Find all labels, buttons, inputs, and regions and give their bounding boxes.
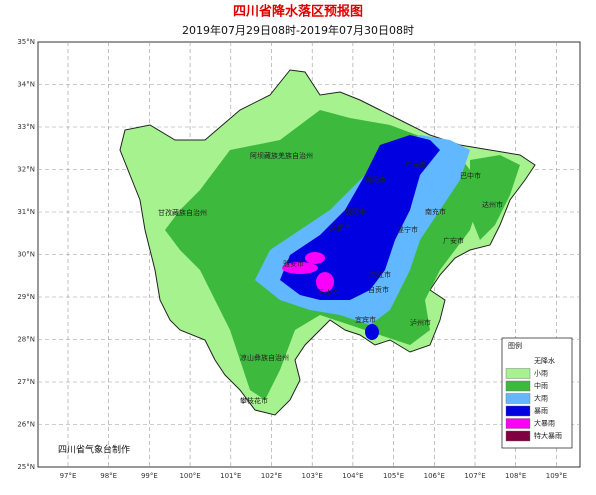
city-label: 凉山彝族自治州 bbox=[240, 353, 289, 362]
city-label: 宜宾市 bbox=[355, 315, 376, 324]
legend-swatch bbox=[505, 430, 531, 442]
province bbox=[119, 69, 536, 416]
lat-tick-label: 34°N bbox=[17, 81, 35, 89]
lat-tick-label: 32°N bbox=[17, 166, 35, 174]
legend-label: 大雨 bbox=[534, 394, 548, 403]
title: 四川省降水落区预报图 bbox=[233, 4, 363, 20]
lon-tick-label: 100°E bbox=[179, 472, 200, 480]
lon-tick-label: 104°E bbox=[342, 472, 363, 480]
legend-swatch bbox=[505, 380, 531, 392]
city-label: 广安市 bbox=[443, 236, 464, 245]
lon-tick-label: 107°E bbox=[464, 472, 485, 480]
city-label: 雅安市 bbox=[283, 259, 304, 268]
city-label: 阿坝藏族羌族自治州 bbox=[250, 151, 313, 160]
legend-swatch bbox=[506, 356, 530, 366]
city-label: 自贡市 bbox=[368, 285, 389, 294]
lon-tick-label: 103°E bbox=[302, 472, 323, 480]
lon-tick-label: 105°E bbox=[383, 472, 404, 480]
lat-tick-label: 25°N bbox=[17, 463, 35, 471]
lat-tick-label: 28°N bbox=[17, 336, 35, 344]
subtitle: 2019年07月29日08时-2019年07月30日08时 bbox=[182, 23, 414, 37]
city-label: 德阳市 bbox=[345, 207, 366, 216]
city-label: 广元市 bbox=[405, 160, 426, 169]
city-label: 攀枝花市 bbox=[240, 396, 268, 405]
lat-tick-label: 26°N bbox=[17, 421, 35, 429]
credit: 四川省气象台制作 bbox=[58, 444, 130, 456]
legend-label: 暴雨 bbox=[534, 407, 548, 415]
legend-label: 中雨 bbox=[534, 381, 548, 390]
legend-swatch bbox=[505, 418, 531, 429]
lat-tick-label: 27°N bbox=[17, 378, 35, 386]
lon-tick-label: 106°E bbox=[424, 472, 445, 480]
city-label: 巴中市 bbox=[460, 171, 481, 180]
legend-label: 小雨 bbox=[534, 369, 548, 378]
city-label: 遂宁市 bbox=[397, 225, 418, 234]
lon-tick-label: 108°E bbox=[505, 472, 526, 480]
legend-label: 无降水 bbox=[534, 356, 555, 365]
city-label: 南充市 bbox=[425, 207, 446, 216]
lon-tick-label: 101°E bbox=[220, 472, 241, 480]
city-labels: 阿坝藏族羌族自治州 甘孜藏族自治州 凉山彝族自治州 攀枝花市 广元市 巴中市 达… bbox=[158, 151, 503, 405]
lat-tick-label: 30°N bbox=[17, 251, 35, 259]
city-label: 达州市 bbox=[482, 200, 503, 209]
lat-tick-label: 35°N bbox=[17, 38, 35, 46]
city-label: 甘孜藏族自治州 bbox=[158, 208, 207, 217]
lon-tick-label: 99°E bbox=[141, 472, 158, 480]
legend-title: 图例 bbox=[508, 341, 522, 350]
city-label: 成都市 bbox=[330, 223, 351, 232]
lon-tick-label: 109°E bbox=[546, 472, 567, 480]
legend-swatch bbox=[505, 393, 531, 404]
lat-tick-label: 29°N bbox=[17, 293, 35, 301]
city-label: 乐山市 bbox=[318, 288, 339, 297]
lon-tick-label: 102°E bbox=[261, 472, 282, 480]
legend-label: 特大暴雨 bbox=[534, 431, 562, 440]
lon-tick-label: 98°E bbox=[100, 472, 117, 480]
legend-label: 大暴雨 bbox=[534, 419, 555, 428]
city-label: 内江市 bbox=[370, 270, 391, 279]
lon-tick-label: 97°E bbox=[60, 472, 77, 480]
lat-tick-label: 31°N bbox=[17, 208, 35, 216]
legend-swatch bbox=[505, 368, 531, 379]
city-label: 泸州市 bbox=[410, 318, 431, 327]
legend-swatch bbox=[505, 405, 531, 417]
city-label: 绵阳市 bbox=[365, 175, 386, 184]
lat-tick-label: 33°N bbox=[17, 123, 35, 131]
